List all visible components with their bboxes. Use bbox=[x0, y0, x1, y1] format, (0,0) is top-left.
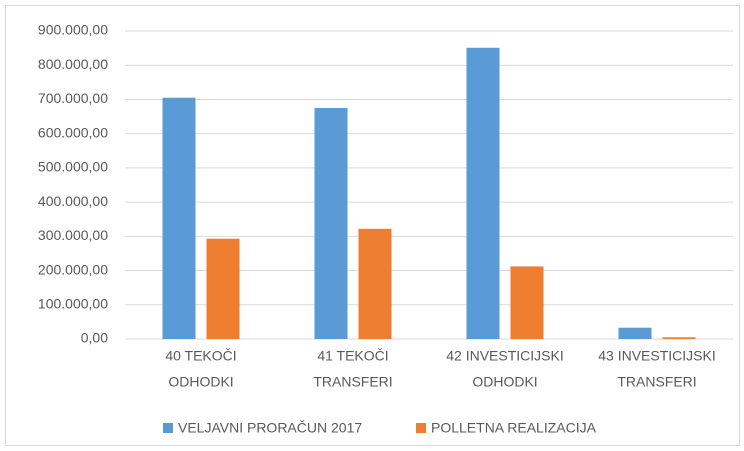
bar bbox=[466, 47, 500, 339]
y-tick-label: 700.000,00 bbox=[38, 90, 108, 106]
bar bbox=[358, 228, 392, 339]
y-tick-label: 900.000,00 bbox=[38, 22, 108, 38]
x-tick-label: ODHODKI bbox=[472, 374, 537, 390]
x-tick-label: ODHODKI bbox=[168, 374, 233, 390]
y-tick-label: 400.000,00 bbox=[38, 193, 108, 209]
legend-swatch bbox=[163, 423, 173, 433]
x-tick-label: TRANSFERI bbox=[617, 374, 696, 390]
bar bbox=[618, 327, 652, 339]
bar bbox=[162, 97, 196, 339]
legend-swatch bbox=[416, 423, 426, 433]
x-tick-label: TRANSFERI bbox=[313, 374, 392, 390]
y-tick-label: 200.000,00 bbox=[38, 261, 108, 277]
bar bbox=[662, 337, 696, 339]
bar bbox=[206, 238, 240, 339]
legend-label: VELJAVNI PRORAČUN 2017 bbox=[178, 420, 362, 436]
x-tick-label: 40 TEKOČI bbox=[165, 348, 236, 364]
y-tick-label: 500.000,00 bbox=[38, 159, 108, 175]
legend-label: POLLETNA REALIZACIJA bbox=[431, 420, 597, 436]
y-tick-label: 100.000,00 bbox=[38, 295, 108, 311]
bar bbox=[510, 266, 544, 339]
y-tick-label: 0,00 bbox=[81, 330, 108, 346]
y-tick-label: 600.000,00 bbox=[38, 124, 108, 140]
y-tick-label: 300.000,00 bbox=[38, 227, 108, 243]
x-tick-label: 43 INVESTICIJSKI bbox=[598, 348, 715, 364]
bar bbox=[314, 108, 348, 339]
x-tick-label: 41 TEKOČI bbox=[317, 348, 388, 364]
y-tick-label: 800.000,00 bbox=[38, 56, 108, 72]
x-tick-label: 42 INVESTICIJSKI bbox=[446, 348, 563, 364]
chart-frame bbox=[5, 5, 740, 446]
